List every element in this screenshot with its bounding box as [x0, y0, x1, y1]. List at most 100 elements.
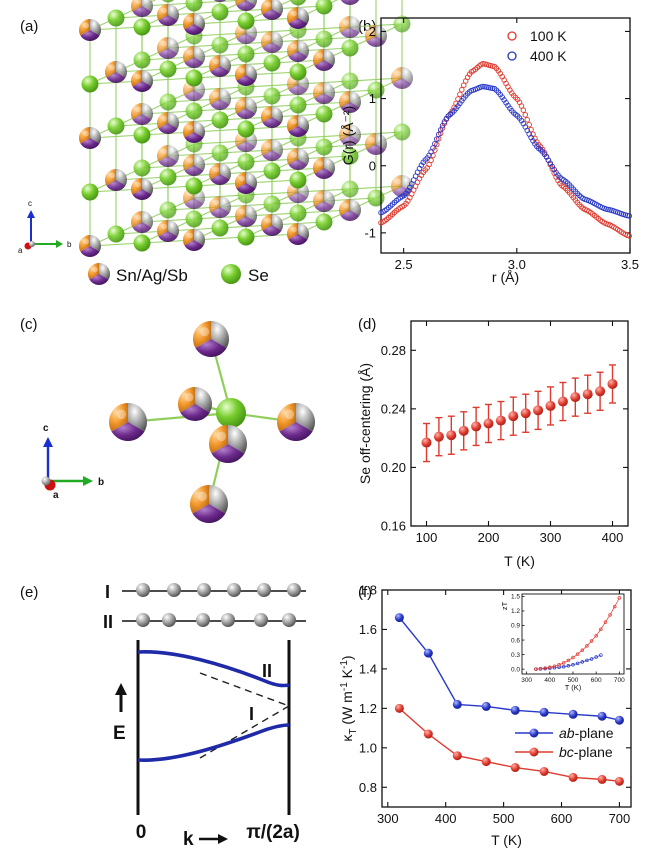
chain-atom	[257, 583, 271, 597]
data-point	[614, 715, 624, 725]
panel-label-c: (c)	[20, 316, 38, 333]
data-point	[435, 131, 442, 138]
se-center-sphere	[216, 398, 246, 428]
se-atom	[263, 54, 281, 72]
inset-x-tick-label: 500	[568, 677, 579, 684]
cation-atom	[131, 211, 153, 233]
se-legend-sphere	[221, 264, 241, 284]
y-tick-label: 1.4	[359, 661, 377, 676]
inset-data-point	[538, 666, 543, 671]
inset-data-point	[608, 613, 612, 617]
se-atom	[315, 0, 333, 15]
inset-data-point	[561, 664, 566, 669]
data-point	[597, 711, 607, 721]
se-atom	[107, 117, 125, 135]
data-point	[471, 421, 482, 432]
x-tick-label: 3.0	[508, 257, 526, 272]
inset-data-point	[585, 658, 589, 663]
series-off-centering	[421, 364, 618, 463]
se-atom	[289, 96, 307, 114]
cation-atom	[209, 163, 231, 185]
inset-y-tick-label: 0.9	[511, 623, 520, 630]
data-point	[481, 701, 491, 711]
se-atom	[159, 93, 177, 111]
data-point	[528, 126, 534, 133]
inset-data-point	[575, 661, 580, 666]
se-atom	[81, 183, 99, 201]
data-point	[520, 408, 531, 419]
inset-data-point	[552, 664, 557, 668]
chain-atom	[136, 613, 150, 627]
cation-atom	[313, 157, 335, 179]
se-atom	[237, 228, 255, 246]
chain-label-1: I	[105, 582, 110, 602]
inset-data-point	[580, 660, 585, 664]
inset-data-point	[599, 653, 603, 657]
se-atom	[315, 30, 333, 48]
cation-atom	[213, 0, 227, 2]
se-atom	[159, 201, 177, 219]
inset-zt-chart: 300 400 500 600 700 0.0 0.3 0.6 0.9 1.2 1.5 T (K) zT	[500, 593, 625, 692]
inset-data-point	[599, 627, 603, 632]
cation-legend-sphere	[88, 263, 110, 285]
inset-data-point	[557, 665, 561, 669]
cation-atom	[79, 235, 101, 257]
cation-atom	[157, 4, 179, 26]
data-point	[423, 648, 433, 658]
axis-b-label-a: b	[67, 240, 72, 249]
y-tick-label: 0.28	[381, 343, 406, 358]
cation-atom	[183, 13, 205, 35]
chain-atom	[162, 613, 176, 627]
panel-label-e: (e)	[20, 584, 38, 601]
data-point	[597, 774, 607, 784]
inset-x-tick-label: 400	[544, 677, 555, 684]
cation-atom	[209, 55, 231, 77]
data-point	[557, 396, 568, 407]
data-point	[533, 405, 544, 416]
cation-atom	[261, 214, 283, 236]
se-tetrahedron	[109, 321, 315, 523]
band-label-2: II	[262, 661, 272, 681]
data-point	[539, 707, 549, 717]
inset-data-point	[566, 658, 571, 663]
data-point	[432, 140, 438, 147]
inset-data-point	[575, 652, 580, 656]
upper-band	[137, 650, 290, 688]
se-atom	[161, 0, 175, 3]
cation-atom	[105, 61, 127, 83]
cation-sphere-back	[178, 387, 212, 421]
chart-off-centering: 100 200 300 400 0.16 0.20 0.24 0.28 T (K) Se off-…	[357, 320, 629, 569]
se-atom	[289, 204, 307, 222]
cation-atom	[365, 133, 387, 155]
chain-atom	[136, 583, 150, 597]
inset-x-tick-label: 700	[614, 677, 625, 684]
cation-sphere-right	[277, 403, 315, 441]
data-point	[421, 437, 432, 448]
cation-atom	[313, 190, 335, 212]
chain-atom	[221, 613, 235, 627]
axis-a-label-c: a	[53, 490, 59, 501]
data-point	[430, 145, 436, 151]
data-point	[452, 699, 462, 709]
se-atom	[159, 168, 177, 186]
se-atom	[237, 12, 255, 30]
energy-arrowhead	[115, 683, 127, 695]
cation-atom	[79, 19, 101, 41]
structure-legend: Sn/Ag/Sb Se	[88, 263, 269, 285]
cation-atom	[391, 67, 413, 89]
se-atom	[341, 180, 359, 198]
cation-atom	[183, 121, 205, 143]
cation-atom	[339, 16, 361, 38]
cation-atom	[235, 64, 257, 86]
se-atom	[341, 147, 359, 165]
inset-x-tick-label: 300	[521, 677, 532, 684]
se-legend-label: Se	[248, 266, 269, 285]
se-atom	[367, 189, 385, 207]
se-atom	[290, 0, 306, 6]
series-0	[378, 60, 632, 239]
dashed-band-upper	[199, 672, 290, 707]
cation-atom	[131, 70, 153, 92]
y-tick-label: 0.8	[359, 780, 377, 795]
data-point	[522, 112, 529, 118]
cation-sphere-bottom	[190, 485, 228, 523]
